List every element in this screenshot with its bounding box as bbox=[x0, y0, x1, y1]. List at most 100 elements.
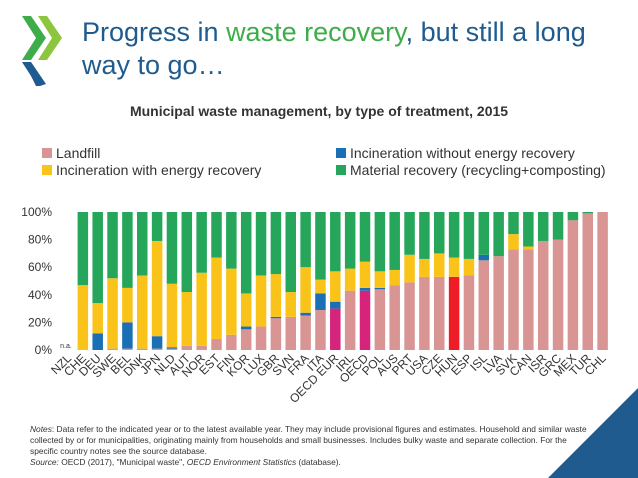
title-highlight: waste recovery bbox=[226, 17, 406, 47]
bar-segment-landfill bbox=[166, 348, 178, 350]
bar-segment-material bbox=[523, 212, 534, 247]
bar-segment-material bbox=[419, 212, 430, 259]
notes: Notes: Data refer to the indicated year … bbox=[30, 424, 587, 467]
bar-segment-material bbox=[448, 212, 460, 258]
bar-segment-material bbox=[567, 212, 579, 221]
oecd-chevrons-icon bbox=[22, 16, 62, 86]
legend-swatch-incineration-without-energy bbox=[336, 148, 346, 158]
oecd-logo bbox=[22, 16, 72, 91]
bar-segment-landfill bbox=[196, 345, 207, 350]
bar-segment-incin_wo bbox=[92, 333, 103, 350]
bar-segment-material bbox=[270, 212, 282, 275]
bar-segment-incin_w bbox=[359, 261, 371, 288]
bar-segment-incin_w bbox=[330, 271, 341, 302]
bar-segment-material bbox=[315, 212, 326, 280]
legend-item-incineration-with-energy: Incineration with energy recovery bbox=[42, 162, 261, 178]
bar-segment-landfill bbox=[151, 348, 163, 350]
bar-segment-landfill bbox=[300, 315, 311, 350]
bar-segment-material bbox=[389, 212, 400, 270]
y-tick-label: 40% bbox=[28, 288, 52, 302]
bar-segment-incin_w bbox=[226, 268, 237, 335]
bar-segment-material bbox=[226, 212, 237, 269]
bar-segment-landfill bbox=[344, 290, 356, 350]
bar-segment-incin_w bbox=[419, 258, 430, 277]
bar-segment-landfill bbox=[122, 348, 133, 350]
bar-segment-material bbox=[285, 212, 296, 293]
bar-segment-material bbox=[300, 212, 311, 268]
bar-segment-material bbox=[330, 212, 341, 272]
bar-segment-incin_w bbox=[181, 292, 193, 346]
bar-segment-incin_w bbox=[300, 267, 311, 313]
bar-segment-material bbox=[478, 212, 490, 255]
legend-swatch-material-recovery bbox=[336, 165, 346, 175]
bar-segment-landfill bbox=[597, 212, 608, 350]
bar-segment-incin_w bbox=[523, 246, 534, 250]
bar-segment-material bbox=[508, 212, 519, 235]
bar-segment-landfill bbox=[330, 308, 341, 350]
na-label: n.a. bbox=[60, 343, 72, 350]
y-tick-label: 80% bbox=[28, 233, 52, 247]
bar-segment-incin_w bbox=[374, 271, 386, 288]
bar-segment-incin_w bbox=[151, 240, 163, 337]
bar-segment-material bbox=[552, 212, 564, 240]
chart-title: Municipal waste management, by type of t… bbox=[129, 103, 509, 119]
bar-segment-incin_wo bbox=[270, 316, 282, 319]
bar-segment-landfill bbox=[463, 275, 475, 350]
bar-segment-material bbox=[359, 212, 371, 262]
bar-segment-incin_wo bbox=[374, 287, 386, 290]
bar-segment-incin_w bbox=[196, 272, 207, 346]
bar-segment-landfill bbox=[434, 276, 445, 350]
bar-segment-incin_wo bbox=[151, 336, 163, 349]
bar-segment-material bbox=[240, 212, 252, 294]
bar-segment-incin_wo bbox=[122, 322, 133, 349]
bar-segment-landfill bbox=[493, 256, 504, 350]
bar-segment-incin_w bbox=[344, 268, 356, 291]
bar-segment-landfill bbox=[523, 249, 534, 350]
bar-segment-landfill bbox=[285, 316, 296, 350]
y-tick-label: 20% bbox=[28, 315, 52, 329]
bar-segment-incin_w bbox=[434, 253, 445, 277]
bar-segment-incin_w bbox=[285, 292, 296, 317]
y-tick-label: 100% bbox=[21, 205, 52, 219]
bar-segment-incin_w bbox=[315, 279, 326, 294]
bar-segment-material bbox=[582, 212, 593, 214]
bar-segment-landfill bbox=[226, 334, 237, 350]
bar-segment-incin_w bbox=[270, 274, 282, 317]
bar-segment-incin_wo bbox=[240, 326, 252, 330]
bar-segment-material bbox=[181, 212, 193, 293]
bar-segment-landfill bbox=[478, 260, 490, 350]
bar-segment-landfill bbox=[359, 290, 371, 350]
bar-segment-incin_w bbox=[137, 275, 148, 349]
bar-segment-landfill bbox=[508, 249, 519, 350]
corner-decoration bbox=[548, 388, 638, 478]
bar-segment-incin_w bbox=[107, 278, 118, 349]
bar-segment-landfill bbox=[404, 282, 415, 350]
bar-segment-landfill bbox=[389, 285, 400, 350]
bar-segment-incin_w bbox=[92, 303, 103, 334]
legend-item-landfill: Landfill bbox=[42, 145, 100, 161]
bar-segment-landfill bbox=[240, 329, 252, 350]
bar-segment-landfill bbox=[255, 326, 267, 350]
bar-segment-incin_wo bbox=[315, 293, 326, 310]
bar-segment-landfill bbox=[107, 348, 118, 350]
bar-segment-material bbox=[463, 212, 475, 259]
bar-segment-material bbox=[122, 212, 133, 288]
y-tick-label: 60% bbox=[28, 260, 52, 274]
bar-segment-landfill bbox=[567, 220, 579, 350]
bar-segment-material bbox=[77, 212, 89, 286]
bar-segment-incin_w bbox=[389, 269, 400, 286]
bar-segment-landfill bbox=[582, 213, 593, 350]
bar-segment-landfill bbox=[181, 345, 193, 350]
bar-segment-landfill bbox=[211, 338, 222, 350]
bar-segment-landfill bbox=[315, 309, 326, 350]
bar-segment-incin_w bbox=[77, 285, 89, 350]
bar-segment-material bbox=[344, 212, 356, 269]
stacked-bar-chart: 0%20%40%60%80%100%n.a.NZLCHEDEUSWEBELDNK… bbox=[21, 205, 609, 406]
bar-segment-material bbox=[493, 212, 504, 257]
bar-segment-incin_w bbox=[122, 287, 133, 323]
bar-segment-material bbox=[404, 212, 415, 255]
bar-segment-material bbox=[211, 212, 222, 258]
bar-segment-material bbox=[255, 212, 267, 276]
bar-segment-material bbox=[137, 212, 148, 276]
bar-segment-material bbox=[166, 212, 178, 284]
